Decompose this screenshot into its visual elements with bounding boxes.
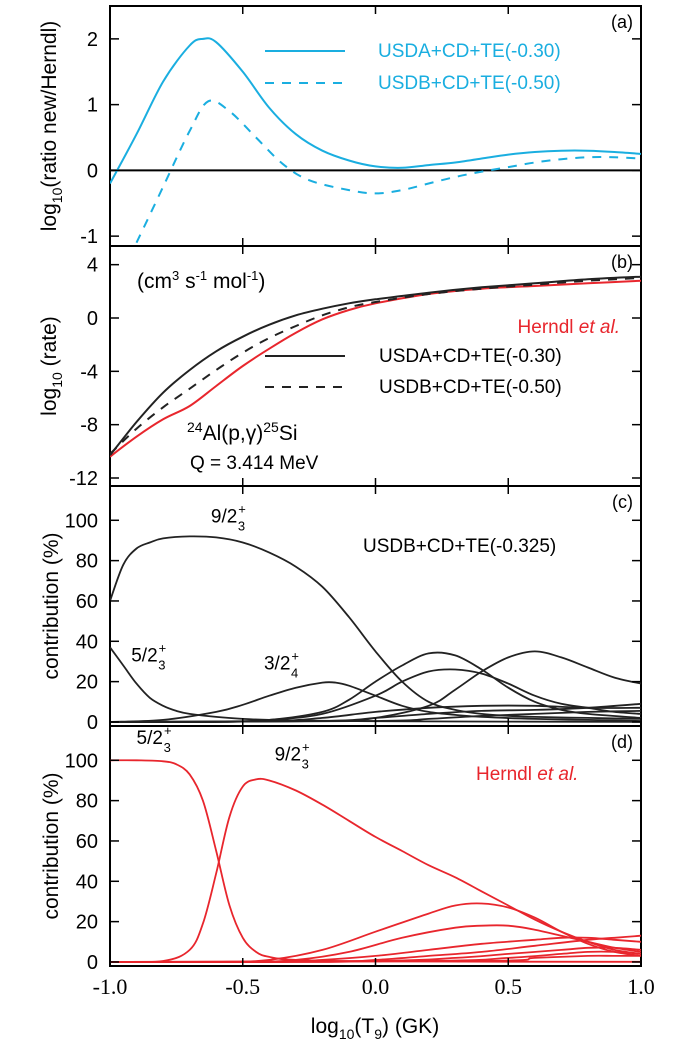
model-label-c: USDB+CD+TE(-0.325) (363, 536, 556, 557)
legend-label-a-2: USDB+CD+TE(-0.50) (378, 73, 561, 94)
ylabel-a: log10(ratio new/Herndl) (38, 21, 65, 232)
ytick-label-d: 100 (65, 750, 98, 772)
panel-label-b: (b) (611, 252, 633, 272)
ytick-label-d: 0 (87, 952, 98, 974)
series-c-3 (110, 681, 641, 723)
ylabel-c: contribution (%) (40, 532, 63, 679)
series-c-2 (110, 646, 641, 723)
state-label-c-3: 3/2+ 4 (264, 649, 299, 681)
series-a-1 (110, 37, 641, 184)
series-a-2 (135, 99, 641, 244)
units-label: (cm3 s-1 mol-1) (137, 268, 265, 293)
xtick-label: 1.0 (627, 974, 655, 999)
ytick-label-b: -8 (80, 415, 98, 437)
panel-frame-a (109, 5, 642, 247)
ytick-label-b: 0 (87, 308, 98, 330)
ytick-label-a: 0 (87, 160, 98, 182)
xtick-label: 0.5 (495, 974, 523, 999)
ytick-label-d: 80 (76, 791, 98, 813)
ytick-label-c: 20 (76, 672, 98, 694)
ytick-label-b: -12 (69, 468, 98, 490)
ytick-label-c: 80 (76, 551, 98, 573)
series-d-9 (110, 954, 641, 963)
panel-label-c: (c) (612, 492, 633, 512)
ytick-label-b: 4 (87, 255, 98, 277)
legend-label-b-1: Herndl et al. (518, 317, 620, 338)
ytick-label-a: 1 (87, 95, 98, 117)
state-label-d-2: 9/2+ 3 (275, 739, 310, 771)
ytick-label-c: 60 (76, 591, 98, 613)
ytick-label-d: 20 (76, 912, 98, 934)
xtick-label: -1.0 (93, 974, 128, 999)
ytick-label-d: 40 (76, 871, 98, 893)
ytick-label-a: 2 (87, 29, 98, 51)
panel-label-a: (a) (611, 12, 633, 32)
panel-frame-d (109, 725, 642, 967)
state-label-d-1: 5/2+ 3 (137, 723, 172, 755)
ytick-label-c: 100 (65, 510, 98, 532)
ytick-label-c: 0 (87, 712, 98, 734)
xtick-label: 0.0 (362, 974, 390, 999)
ytick-label-b: -4 (80, 361, 98, 383)
series-d-2 (110, 777, 641, 964)
q-value-label: Q = 3.414 MeV (190, 453, 319, 474)
ylabel-d: contribution (%) (40, 772, 63, 919)
series-c-1 (110, 535, 641, 720)
panel-frame-c (109, 485, 642, 727)
panel-label-d: (d) (611, 732, 633, 752)
state-label-c-1: 9/2+ 3 (211, 501, 246, 533)
state-label-c-2: 5/2+ 3 (131, 640, 166, 672)
model-label-d: Herndl et al. (476, 764, 578, 785)
series-b-3 (110, 277, 641, 455)
xlabel: log10(T9) (GK) (311, 1015, 439, 1041)
legend-label-a-1: USDA+CD+TE(-0.30) (378, 41, 561, 62)
legend-label-b-2: USDA+CD+TE(-0.30) (379, 346, 562, 367)
series-d-3 (110, 902, 641, 964)
xtick-label: -0.5 (225, 974, 260, 999)
reaction-label: 24Al(p,γ)25Si (187, 419, 298, 445)
ytick-label-a: -1 (80, 226, 98, 248)
series-b-2 (110, 275, 641, 456)
series-c-9 (110, 710, 641, 723)
series-c-5 (110, 668, 641, 724)
ytick-label-c: 40 (76, 631, 98, 653)
ylabel-b: log10 (rate) (38, 316, 65, 416)
ytick-label-d: 60 (76, 831, 98, 853)
legend-label-b-3: USDB+CD+TE(-0.50) (379, 377, 562, 398)
